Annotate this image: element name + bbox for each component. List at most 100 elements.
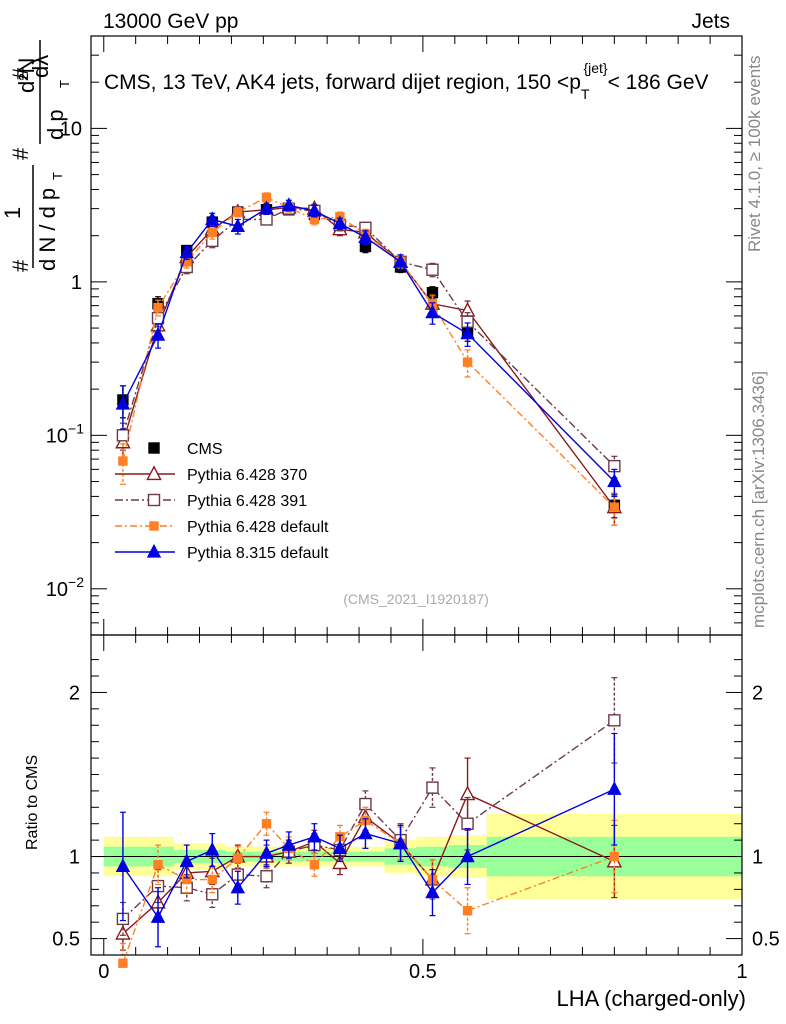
main-point-p8 bbox=[425, 304, 440, 319]
main-point-p8 bbox=[230, 218, 246, 233]
legend-label-p8: Pythia 8.315 default bbox=[187, 545, 329, 562]
ratio-series-p8 bbox=[115, 732, 622, 948]
main-point-p8 bbox=[150, 326, 166, 341]
main-point-pdef bbox=[118, 456, 128, 466]
ratio-point-p8 bbox=[281, 836, 297, 851]
ratio-point-p8 bbox=[607, 781, 622, 795]
ratio-point-p8 bbox=[115, 858, 131, 873]
ratio-point-p8 bbox=[358, 825, 373, 840]
header-right-label: Jets bbox=[691, 10, 730, 33]
main-point-p8 bbox=[332, 215, 348, 230]
legend-label-p370: Pythia 6.428 370 bbox=[187, 467, 307, 484]
ratio-ytick-label-left-2: 2 bbox=[69, 682, 80, 704]
legend-marker-p370 bbox=[146, 465, 162, 481]
ratio-line-p8 bbox=[122, 788, 615, 919]
xtick-label-1: 0.5 bbox=[409, 961, 437, 983]
ratio-ytick-label-right-0: 0.5 bbox=[752, 929, 780, 951]
ratio-y-axis-label: Ratio to CMS bbox=[24, 755, 41, 850]
ratio-point-pdef bbox=[609, 851, 620, 862]
main-point-p8 bbox=[307, 202, 322, 217]
title-sup: {jet} bbox=[583, 60, 607, 76]
main-point-p8 bbox=[205, 211, 220, 226]
legend-marker-pdef bbox=[149, 521, 159, 531]
xtick-label-0: 0 bbox=[98, 961, 109, 983]
legend-marker-p8 bbox=[146, 543, 162, 558]
main-plot-series bbox=[115, 192, 623, 526]
xtick-label-2: 1 bbox=[736, 961, 747, 983]
ratio-point-pdef bbox=[309, 860, 320, 870]
main-point-pdef bbox=[261, 192, 272, 203]
ratio-point-p8 bbox=[425, 884, 440, 899]
ratio-point-p8 bbox=[230, 879, 246, 894]
ratio-point-pdef bbox=[153, 860, 163, 870]
ylabel-hash-right: # bbox=[8, 67, 33, 80]
ratio-point-pdef bbox=[233, 853, 243, 863]
legend: CMS Pythia 6.428 370 Pythia 6.428 391 Pythi… bbox=[115, 441, 329, 562]
main-line-pdef bbox=[122, 196, 615, 508]
main-point-p8 bbox=[281, 197, 297, 212]
ratio-point-p8 bbox=[332, 840, 348, 854]
ratio-ytick-label-right-2: 2 bbox=[752, 682, 763, 704]
main-point-p8 bbox=[460, 325, 475, 340]
legend-label-cms: CMS bbox=[187, 441, 223, 458]
ylabel-den-T: T bbox=[50, 172, 65, 180]
header-left-label: 13000 GeV pp bbox=[103, 10, 238, 33]
ylabel-hash-mid: # bbox=[8, 147, 33, 160]
ratio-ytick-label-right-1: 1 bbox=[752, 847, 763, 869]
ratio-point-p370 bbox=[332, 854, 348, 870]
main-plot-title: CMS, 13 TeV, AK4 jets, forward dijet reg… bbox=[104, 60, 709, 102]
legend-label-pdef: Pythia 6.428 default bbox=[187, 519, 329, 536]
main-point-p8 bbox=[179, 244, 194, 259]
ylabel-one: 1 bbox=[0, 207, 25, 219]
title-sub: T bbox=[581, 86, 590, 102]
ylabel-num-b: d p bbox=[43, 109, 68, 140]
ratio-point-p391 bbox=[206, 888, 219, 901]
ratio-plot-series bbox=[115, 677, 623, 968]
title-pre: CMS, 13 TeV, AK4 jets, forward dijet reg… bbox=[104, 71, 581, 94]
legend-entry-cms: CMS bbox=[148, 441, 223, 458]
ylabel-den: d N / d p bbox=[35, 188, 60, 271]
legend-marker-p391 bbox=[147, 493, 161, 507]
x-axis-label: LHA (charged-only) bbox=[556, 986, 746, 1011]
ylabel-hash-left: # bbox=[8, 259, 33, 272]
legend-marker-cms bbox=[148, 442, 160, 454]
ratio-ytick-label-left-1: 1 bbox=[69, 847, 80, 869]
main-point-p8 bbox=[607, 473, 622, 488]
ratio-point-p391 bbox=[461, 817, 474, 830]
legend-label-p391: Pythia 6.428 391 bbox=[187, 493, 307, 510]
ratio-point-p8 bbox=[259, 845, 274, 859]
ratio-ytick-label-left-0: 0.5 bbox=[52, 929, 80, 951]
main-point-p8 bbox=[393, 253, 408, 268]
main-point-p391 bbox=[116, 429, 130, 442]
main-point-pdef bbox=[207, 227, 217, 238]
ratio-plot-frame bbox=[90, 634, 743, 956]
ratio-point-p391 bbox=[260, 870, 273, 883]
ratio-plot-axes: 0.5 0.51 12 20 0.5 1 bbox=[52, 635, 780, 983]
main-ytick-label-1: 10−1 bbox=[46, 420, 84, 447]
main-point-p8 bbox=[259, 200, 274, 215]
main-point-pdef bbox=[609, 502, 620, 512]
legend-entry-p391: Pythia 6.428 391 bbox=[115, 493, 307, 510]
ratio-point-p8 bbox=[307, 828, 322, 843]
mcplots-label: mcplots.cern.ch [arXiv:1306.3436] bbox=[749, 371, 768, 628]
svg-text:CMS, 13 TeV, AK4 jets, forward: CMS, 13 TeV, AK4 jets, forward dijet reg… bbox=[104, 60, 709, 102]
main-ytick-label-0: 10−2 bbox=[46, 574, 84, 601]
main-point-p391 bbox=[260, 213, 273, 226]
main-ytick-label-2: 1 bbox=[71, 272, 82, 294]
ratio-point-pdef bbox=[207, 874, 217, 885]
ratio-point-p391 bbox=[608, 714, 621, 727]
ratio-point-pdef bbox=[462, 905, 473, 916]
legend-entry-p8: Pythia 8.315 default bbox=[115, 543, 329, 562]
ratio-point-pdef bbox=[261, 819, 272, 829]
main-point-pdef bbox=[462, 357, 473, 367]
main-point-p391 bbox=[426, 263, 439, 276]
title-post: < 186 GeV bbox=[608, 71, 709, 94]
main-line-p370 bbox=[122, 206, 615, 508]
ratio-point-pdef bbox=[118, 958, 128, 968]
main-point-p8 bbox=[115, 395, 131, 410]
ylabel-num-a: d²N bbox=[14, 58, 39, 93]
ratio-point-p391 bbox=[426, 781, 439, 794]
ratio-point-p8 bbox=[205, 841, 220, 856]
rivet-version-label: Rivet 4.1.0, ≥ 100k events bbox=[745, 56, 764, 252]
